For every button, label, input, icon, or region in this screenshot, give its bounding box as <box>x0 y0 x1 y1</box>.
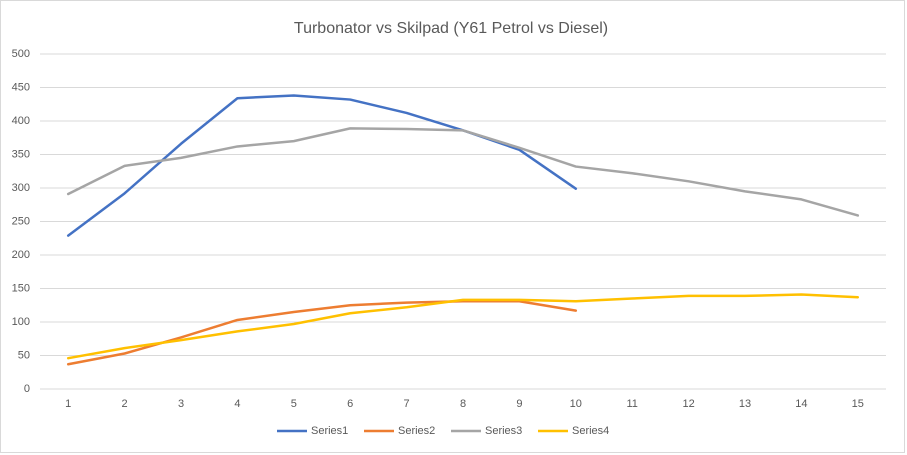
y-tick-label: 250 <box>12 215 30 227</box>
series-line <box>66 293 860 360</box>
y-tick-label: 200 <box>12 249 30 261</box>
y-tick-label: 450 <box>12 81 30 93</box>
x-tick-label: 10 <box>570 398 582 410</box>
x-tick-label: 14 <box>795 398 807 410</box>
x-tick-label: 12 <box>682 398 694 410</box>
x-tick-label: 5 <box>291 398 297 410</box>
chart-title: Turbonator vs Skilpad (Y61 Petrol vs Die… <box>294 20 608 37</box>
x-tick-label: 1 <box>65 398 71 410</box>
x-tick-label: 11 <box>626 398 637 410</box>
x-tick-label: 6 <box>347 398 353 410</box>
x-tick-label: 3 <box>178 398 184 410</box>
x-tick-label: 2 <box>122 398 128 410</box>
x-tick-label: 9 <box>516 398 522 410</box>
legend-label: Series2 <box>398 425 435 437</box>
x-tick-label: 4 <box>234 398 240 410</box>
y-tick-label: 0 <box>24 383 30 395</box>
series-line <box>66 127 860 217</box>
x-tick-label: 13 <box>739 398 751 410</box>
y-tick-label: 150 <box>12 282 30 294</box>
y-tick-label: 300 <box>12 182 30 194</box>
legend-label: Series4 <box>572 425 609 437</box>
legend-label: Series3 <box>485 425 522 437</box>
series-line <box>66 299 578 366</box>
x-tick-label: 15 <box>852 398 864 410</box>
y-tick-label: 400 <box>12 115 30 127</box>
x-tick-label: 8 <box>460 398 466 410</box>
legend-label: Series1 <box>311 425 348 437</box>
y-tick-label: 500 <box>12 48 30 60</box>
x-tick-label: 7 <box>404 398 410 410</box>
y-tick-label: 350 <box>12 148 30 160</box>
y-tick-label: 50 <box>18 349 30 361</box>
y-tick-label: 100 <box>12 316 30 328</box>
